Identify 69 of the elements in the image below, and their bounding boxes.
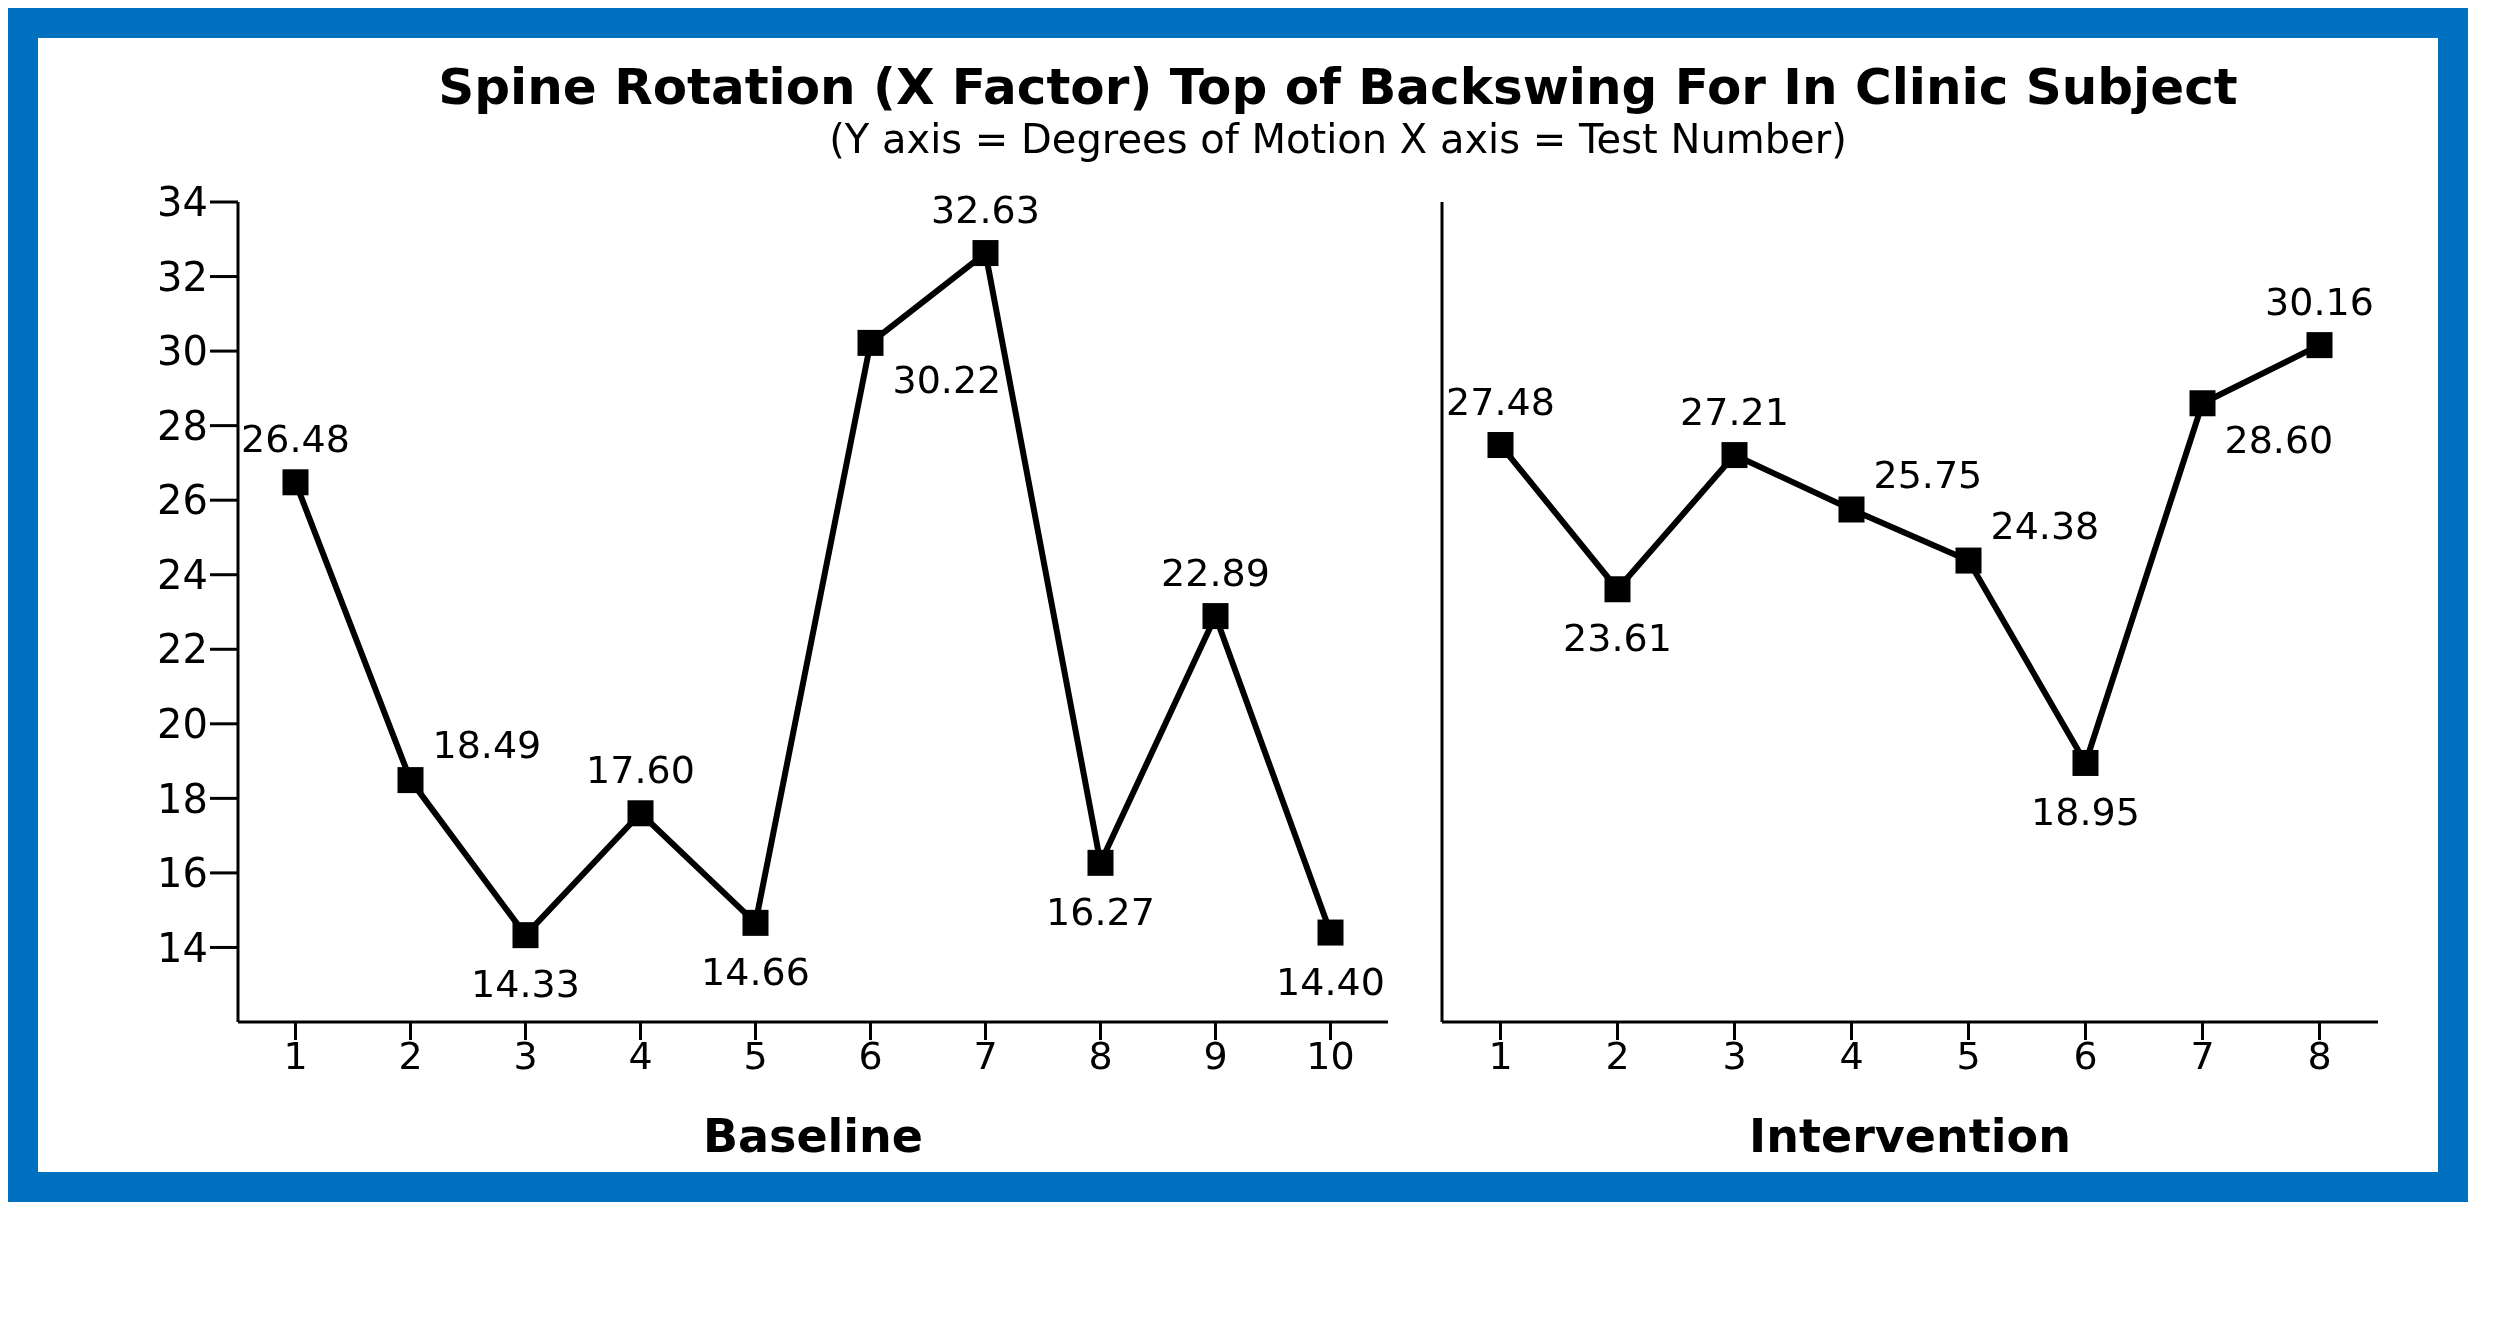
x-tick-label: 3 bbox=[513, 1033, 538, 1078]
data-label: 18.95 bbox=[2031, 789, 2140, 834]
x-tick-label: 4 bbox=[1839, 1033, 1864, 1078]
x-tick-label: 8 bbox=[1088, 1033, 1113, 1078]
x-tick-label: 4 bbox=[628, 1033, 653, 1078]
data-label: 14.66 bbox=[701, 949, 810, 994]
data-label: 26.48 bbox=[241, 417, 350, 462]
point bbox=[1955, 547, 1982, 574]
point bbox=[972, 240, 999, 267]
x-tick-label: 7 bbox=[973, 1033, 998, 1078]
point bbox=[1317, 919, 1344, 946]
chart-title: Spine Rotation (X Factor) Top of Backswing For In Clinic Subject bbox=[437, 58, 2239, 116]
data-label: 27.48 bbox=[1446, 380, 1555, 425]
x-tick-label: 8 bbox=[2307, 1033, 2332, 1078]
point bbox=[282, 469, 309, 496]
point bbox=[742, 909, 769, 936]
x-tick-label: 1 bbox=[283, 1033, 308, 1078]
y-tick-label: 32 bbox=[157, 253, 208, 300]
data-label: 24.38 bbox=[1990, 503, 2100, 548]
data-label: 32.63 bbox=[931, 188, 1040, 233]
x-axis-title: Baseline bbox=[702, 1109, 924, 1163]
x-tick-label: 6 bbox=[2073, 1033, 2098, 1078]
y-tick-label: 20 bbox=[157, 701, 208, 748]
x-tick-label: 10 bbox=[1306, 1033, 1355, 1078]
point bbox=[2189, 390, 2216, 417]
y-tick-label: 18 bbox=[157, 775, 208, 822]
y-tick-label: 22 bbox=[157, 626, 208, 673]
x-tick-label: 6 bbox=[858, 1033, 883, 1078]
data-label: 23.61 bbox=[1563, 616, 1672, 661]
y-tick-label: 24 bbox=[157, 551, 208, 598]
point bbox=[397, 767, 424, 794]
y-tick-label: 16 bbox=[157, 850, 208, 897]
y-tick-label: 26 bbox=[157, 477, 208, 524]
point bbox=[1087, 849, 1114, 876]
point bbox=[627, 800, 654, 827]
data-label: 22.89 bbox=[1161, 551, 1270, 596]
x-tick-label: 7 bbox=[2190, 1033, 2215, 1078]
x-tick-label: 5 bbox=[743, 1033, 768, 1078]
data-label: 28.60 bbox=[2224, 418, 2334, 463]
y-tick-label: 28 bbox=[157, 402, 208, 449]
point bbox=[1487, 432, 1514, 459]
y-tick-label: 14 bbox=[157, 924, 208, 971]
x-tick-label: 3 bbox=[1722, 1033, 1747, 1078]
data-label: 17.60 bbox=[586, 748, 695, 793]
point bbox=[512, 922, 539, 949]
x-tick-label: 1 bbox=[1488, 1033, 1513, 1078]
x-tick-label: 9 bbox=[1203, 1033, 1228, 1078]
y-tick-label: 34 bbox=[157, 179, 208, 226]
point bbox=[1202, 603, 1229, 630]
point bbox=[857, 329, 884, 356]
data-label: 27.21 bbox=[1680, 390, 1789, 435]
x-tick-label: 2 bbox=[1605, 1033, 1630, 1078]
x-tick-label: 2 bbox=[398, 1033, 423, 1078]
chart-subtitle: (Y axis = Degrees of Motion X axis = Test Number) bbox=[828, 116, 1848, 162]
point bbox=[2072, 749, 2099, 776]
data-label: 18.49 bbox=[432, 723, 542, 768]
data-label: 25.75 bbox=[1873, 452, 1983, 497]
y-tick-label: 30 bbox=[157, 328, 208, 375]
point bbox=[1721, 442, 1748, 469]
point bbox=[1838, 496, 1865, 523]
data-label: 14.33 bbox=[471, 962, 580, 1007]
x-tick-label: 5 bbox=[1956, 1033, 1981, 1078]
data-label: 30.22 bbox=[892, 357, 1002, 402]
x-axis-title: Intervention bbox=[1749, 1109, 2071, 1163]
point bbox=[2306, 332, 2333, 359]
data-label: 16.27 bbox=[1046, 889, 1155, 934]
data-label: 30.16 bbox=[2265, 280, 2374, 325]
point bbox=[1604, 576, 1631, 603]
data-label: 14.40 bbox=[1276, 959, 1385, 1004]
